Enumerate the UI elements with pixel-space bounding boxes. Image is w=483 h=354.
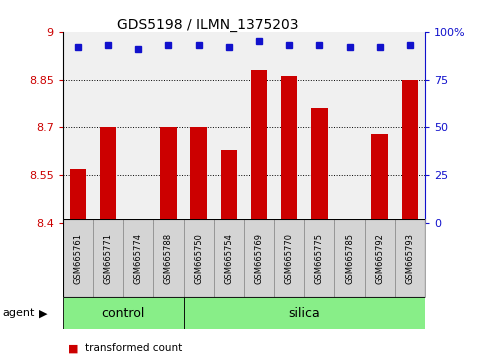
Bar <box>402 80 418 223</box>
Bar <box>213 219 244 297</box>
Bar <box>221 150 237 223</box>
Text: GSM665750: GSM665750 <box>194 233 203 284</box>
Bar <box>311 108 327 223</box>
Text: GSM665775: GSM665775 <box>315 233 324 284</box>
Bar <box>100 127 116 223</box>
Bar <box>274 219 304 297</box>
Text: silica: silica <box>288 307 320 320</box>
Text: GSM665770: GSM665770 <box>284 233 294 284</box>
Bar <box>371 134 388 223</box>
Bar <box>365 219 395 297</box>
Text: GSM665769: GSM665769 <box>255 233 264 284</box>
Bar <box>123 219 154 297</box>
Text: GSM665785: GSM665785 <box>345 233 354 284</box>
Text: GSM665761: GSM665761 <box>73 233 83 284</box>
Bar <box>334 219 365 297</box>
Bar <box>63 297 184 329</box>
Text: control: control <box>101 307 145 320</box>
Bar <box>70 169 86 223</box>
Bar <box>93 219 123 297</box>
Bar <box>281 76 298 223</box>
Bar <box>395 219 425 297</box>
Text: agent: agent <box>2 308 35 318</box>
Bar <box>160 127 177 223</box>
Bar <box>130 220 146 223</box>
Text: GDS5198 / ILMN_1375203: GDS5198 / ILMN_1375203 <box>117 18 298 32</box>
Text: transformed count: transformed count <box>85 343 182 353</box>
Text: GSM665771: GSM665771 <box>103 233 113 284</box>
Bar <box>304 219 334 297</box>
Bar <box>251 70 267 223</box>
Text: GSM665793: GSM665793 <box>405 233 414 284</box>
Bar <box>154 219 184 297</box>
Bar <box>184 219 213 297</box>
Text: ▶: ▶ <box>39 308 48 318</box>
Bar <box>184 297 425 329</box>
Text: GSM665792: GSM665792 <box>375 233 384 284</box>
Text: ■: ■ <box>68 343 78 353</box>
Bar <box>244 219 274 297</box>
Text: GSM665774: GSM665774 <box>134 233 143 284</box>
Bar <box>63 219 93 297</box>
Text: GSM665754: GSM665754 <box>224 233 233 284</box>
Text: GSM665788: GSM665788 <box>164 233 173 284</box>
Bar <box>190 127 207 223</box>
